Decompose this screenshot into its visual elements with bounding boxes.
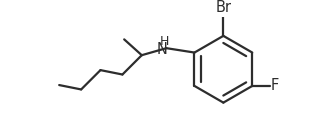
Text: H: H [160,35,169,48]
Text: N: N [156,42,167,57]
Text: Br: Br [215,0,232,15]
Text: F: F [271,78,279,93]
